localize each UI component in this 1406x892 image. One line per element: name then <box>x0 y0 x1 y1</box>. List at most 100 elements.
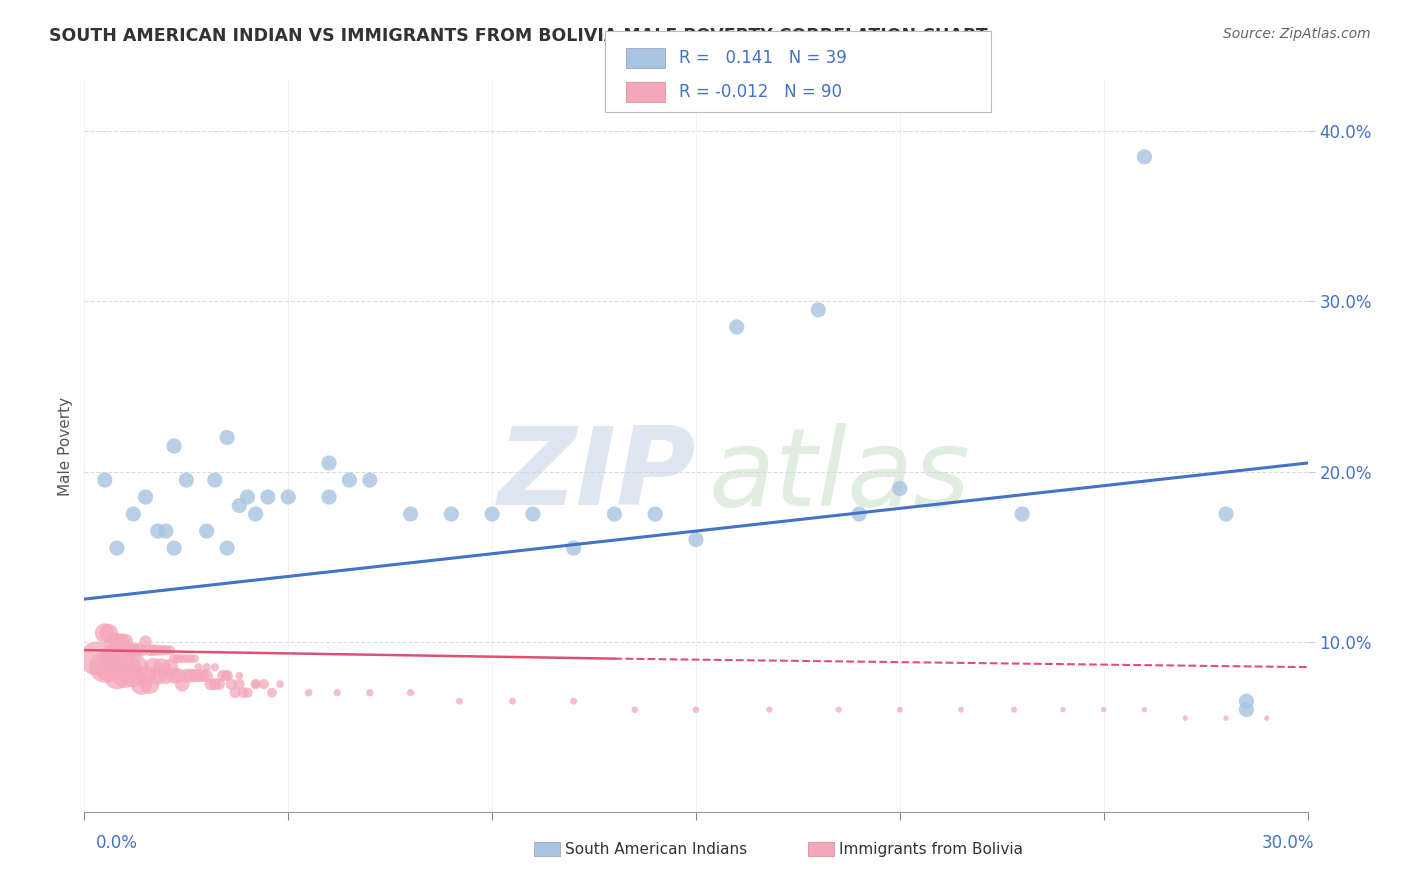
Point <box>86 651 108 665</box>
Point <box>131 677 153 691</box>
Point <box>228 499 250 513</box>
Point <box>339 473 361 487</box>
Point <box>138 643 160 657</box>
Point <box>122 643 145 657</box>
Point <box>187 668 209 682</box>
Point <box>110 651 132 665</box>
Point <box>260 686 283 700</box>
Point <box>122 507 145 521</box>
Point <box>440 507 463 521</box>
Point <box>138 677 160 691</box>
Point <box>172 677 194 691</box>
Text: South American Indians: South American Indians <box>565 842 748 856</box>
Point <box>1256 711 1278 725</box>
Point <box>257 490 280 504</box>
Point <box>1174 711 1197 725</box>
Text: Source: ZipAtlas.com: Source: ZipAtlas.com <box>1223 27 1371 41</box>
Point <box>359 686 381 700</box>
Point <box>122 668 145 682</box>
Point <box>114 668 136 682</box>
Point <box>159 660 181 674</box>
Point <box>228 668 250 682</box>
Point <box>217 668 239 682</box>
Point <box>1092 703 1115 717</box>
Point <box>200 677 222 691</box>
Point <box>105 634 128 648</box>
Text: R =   0.141   N = 39: R = 0.141 N = 39 <box>679 49 846 67</box>
Point <box>217 541 239 555</box>
Point <box>269 677 291 691</box>
Text: 0.0%: 0.0% <box>96 834 138 852</box>
Point <box>135 490 157 504</box>
Point <box>807 302 830 317</box>
Point <box>359 473 381 487</box>
Point <box>236 686 259 700</box>
Point <box>204 660 226 674</box>
Point <box>163 651 186 665</box>
Point <box>326 686 349 700</box>
Point <box>155 643 177 657</box>
Point <box>131 643 153 657</box>
Point <box>318 456 340 470</box>
Point <box>502 694 524 708</box>
Point <box>191 668 214 682</box>
Point <box>167 651 190 665</box>
Point <box>1133 703 1156 717</box>
Point <box>217 668 239 682</box>
Point <box>1215 507 1237 521</box>
Point <box>204 473 226 487</box>
Point <box>204 677 226 691</box>
Y-axis label: Male Poverty: Male Poverty <box>58 396 73 496</box>
Point <box>889 482 911 496</box>
Point <box>685 703 707 717</box>
Point <box>644 507 666 521</box>
Point <box>195 668 218 682</box>
Point <box>232 686 254 700</box>
Point <box>298 686 321 700</box>
Point <box>208 677 231 691</box>
Point <box>114 634 136 648</box>
Point <box>127 643 149 657</box>
Point <box>245 507 267 521</box>
Point <box>146 524 169 538</box>
Point <box>163 439 186 453</box>
Point <box>562 694 585 708</box>
Point <box>848 507 870 521</box>
Point <box>399 507 422 521</box>
Point <box>950 703 973 717</box>
Point <box>1236 703 1258 717</box>
Text: ZIP: ZIP <box>498 422 696 528</box>
Point <box>399 686 422 700</box>
Point <box>97 626 120 640</box>
Point <box>155 668 177 682</box>
Point <box>1011 507 1033 521</box>
Point <box>155 524 177 538</box>
Point <box>236 490 259 504</box>
Point <box>150 660 173 674</box>
Point <box>195 524 218 538</box>
Text: R = -0.012   N = 90: R = -0.012 N = 90 <box>679 83 842 101</box>
Point <box>146 643 169 657</box>
Point <box>101 651 124 665</box>
Point <box>758 703 780 717</box>
Point <box>1002 703 1025 717</box>
Point <box>562 541 585 555</box>
Point <box>183 668 205 682</box>
Point <box>685 533 707 547</box>
Point <box>97 660 120 674</box>
Point <box>142 643 165 657</box>
Point <box>146 668 169 682</box>
Point <box>127 660 149 674</box>
Text: SOUTH AMERICAN INDIAN VS IMMIGRANTS FROM BOLIVIA MALE POVERTY CORRELATION CHART: SOUTH AMERICAN INDIAN VS IMMIGRANTS FROM… <box>49 27 988 45</box>
Point <box>118 660 141 674</box>
Point <box>277 490 299 504</box>
Point <box>101 634 124 648</box>
Point <box>174 668 197 682</box>
Text: atlas: atlas <box>709 423 970 528</box>
Point <box>172 651 194 665</box>
Point <box>135 634 157 648</box>
Point <box>245 677 267 691</box>
Point <box>725 320 748 334</box>
Point <box>93 473 115 487</box>
Point <box>105 668 128 682</box>
